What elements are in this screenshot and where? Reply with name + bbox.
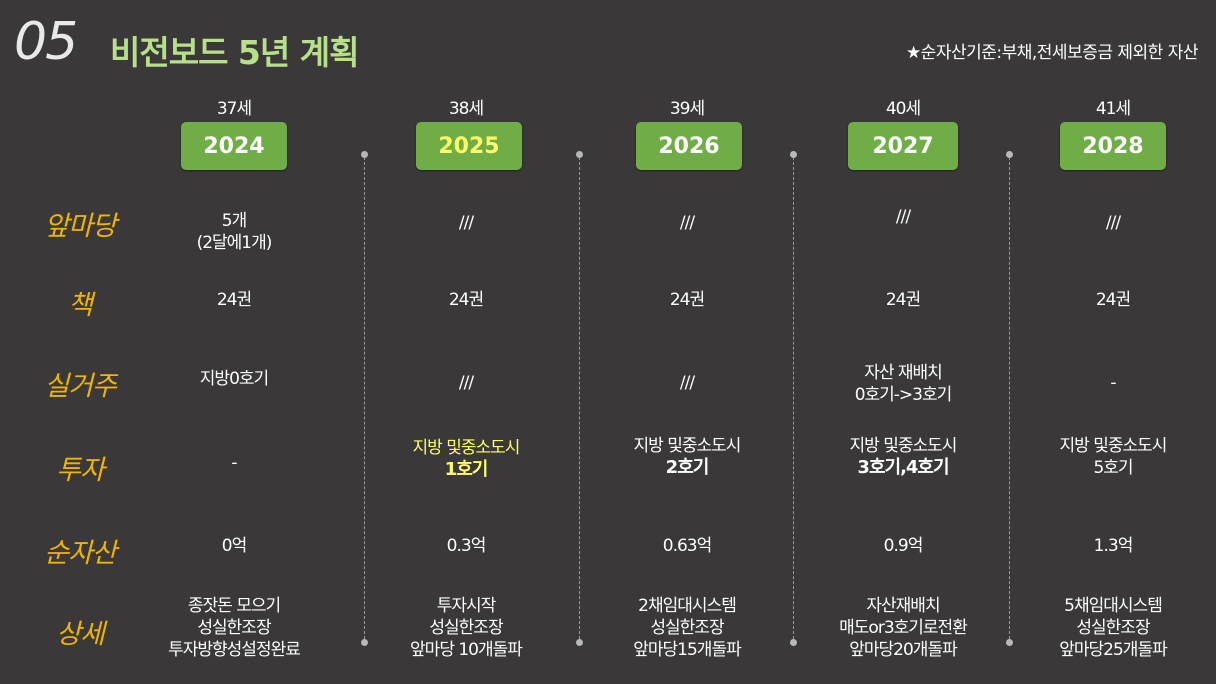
cell-line: 2호기 <box>665 457 710 478</box>
cell-investment-2028: 지방 및중소도시 5호기 <box>1008 435 1216 479</box>
cell-line: 5채임대시스템 <box>1064 596 1163 616</box>
cell-line: 5개 <box>221 211 247 231</box>
cell-details-2024: 종잣돈 모으기 성실한조장 투자방향성설정완료 <box>129 595 339 661</box>
cell-line: 1호기 <box>444 459 489 480</box>
cell-line: 지방 및중소도시 <box>412 438 521 458</box>
divider-dot <box>1006 151 1013 158</box>
column-divider <box>364 152 365 644</box>
cell-line: 성실한조장 <box>1076 618 1150 638</box>
cell-line: 지방 및중소도시 <box>849 436 958 456</box>
divider-dot <box>790 151 797 158</box>
cell-line: 앞마당15개돌파 <box>633 640 741 660</box>
cell-books-2027: 24권 <box>885 290 921 310</box>
age-2026: 39세 <box>669 99 705 119</box>
cell-line: /// <box>679 213 695 233</box>
cell-investment-2025: 지방 및중소도시 1호기 <box>361 437 571 481</box>
divider-dot <box>790 639 797 646</box>
cell-line: 종잣돈 모으기 <box>187 596 281 616</box>
column-divider <box>1009 152 1010 644</box>
age-2027: 40세 <box>885 99 921 119</box>
cell-net-assets-2027: 0.9억 <box>883 536 924 556</box>
row-label-net-assets: 순자산 <box>44 538 117 569</box>
cell-line: 성실한조장 <box>429 618 503 638</box>
cell-net-assets-2025: 0.3억 <box>446 536 487 556</box>
cell-line: 매도or3호기로전환 <box>839 618 968 638</box>
cell-line: 자산 재배치 <box>864 363 943 383</box>
cell-residence-2025: /// <box>361 372 571 394</box>
year-badge-2026: 2026 <box>636 122 742 170</box>
cell-line: 지방0호기 <box>199 369 269 389</box>
cell-line: 성실한조장 <box>197 618 271 638</box>
cell-line: 앞마당20개돌파 <box>849 640 957 660</box>
divider-dot <box>361 639 368 646</box>
year-badge-2027: 2027 <box>848 122 958 170</box>
cell-books-2028: 24권 <box>1095 290 1131 310</box>
divider-dot <box>361 151 368 158</box>
cell-investment-2027: 지방 및중소도시 3호기,4호기 <box>798 435 1008 479</box>
cell-details-2026: 2채임대시스템 성실한조장 앞마당15개돌파 <box>582 595 792 661</box>
section-number: 05 <box>14 12 78 72</box>
age-2028: 41세 <box>1095 99 1131 119</box>
row-label-frontyard: 앞마당 <box>44 211 117 242</box>
cell-line: 5호기 <box>1093 458 1133 478</box>
footnote: ★순자산기준:부채,전세보증금 제외한 자산 <box>905 43 1199 63</box>
column-divider <box>793 152 794 644</box>
year-badge-2028: 2028 <box>1060 122 1166 170</box>
column-divider <box>579 152 580 644</box>
cell-line: /// <box>458 373 474 393</box>
cell-net-assets-2024: 0억 <box>221 536 247 556</box>
row-label-books: 책 <box>68 290 93 321</box>
cell-details-2027: 자산재배치 매도or3호기로전환 앞마당20개돌파 <box>798 595 1008 661</box>
cell-line: /// <box>679 373 695 393</box>
cell-books-2025: 24권 <box>448 290 484 310</box>
cell-frontyard-2026: /// <box>582 212 792 234</box>
cell-line: - <box>231 453 237 473</box>
cell-net-assets-2026: 0.63억 <box>662 536 713 556</box>
cell-line: /// <box>895 207 911 227</box>
year-badge-2024: 2024 <box>181 122 287 170</box>
cell-details-2028: 5채임대시스템 성실한조장 앞마당25개돌파 <box>1008 595 1216 661</box>
cell-line: 자산재배치 <box>866 596 940 616</box>
cell-line: /// <box>1105 213 1121 233</box>
cell-frontyard-2027: /// <box>798 206 1008 228</box>
divider-dot <box>1006 639 1013 646</box>
cell-residence-2026: /// <box>582 372 792 394</box>
cell-investment-2024: - <box>129 452 339 474</box>
cell-residence-2028: - <box>1008 372 1216 394</box>
cell-line: 투자시작 <box>436 596 497 616</box>
divider-dot <box>576 639 583 646</box>
cell-line: 3호기,4호기 <box>857 457 949 478</box>
age-2024: 37세 <box>216 99 252 119</box>
cell-line: 성실한조장 <box>650 618 724 638</box>
year-badge-2025: 2025 <box>416 122 522 170</box>
cell-frontyard-2025: /// <box>361 212 571 234</box>
row-label-details: 상세 <box>56 619 105 650</box>
cell-line: 지방 및중소도시 <box>1059 436 1168 456</box>
cell-residence-2027: 자산 재배치 0호기->3호기 <box>798 362 1008 406</box>
cell-books-2026: 24권 <box>669 290 705 310</box>
cell-line: (2달에1개) <box>196 233 273 253</box>
cell-residence-2024: 지방0호기 <box>129 368 339 390</box>
divider-dot <box>576 151 583 158</box>
cell-line: 앞마당25개돌파 <box>1059 640 1167 660</box>
cell-investment-2026: 지방 및중소도시 2호기 <box>582 435 792 479</box>
cell-books-2024: 24권 <box>216 290 252 310</box>
cell-line: - <box>1110 373 1116 393</box>
cell-line: 투자방향성설정완료 <box>168 640 301 660</box>
cell-line: 0호기->3호기 <box>854 385 953 405</box>
cell-frontyard-2028: /// <box>1008 212 1216 234</box>
cell-line: /// <box>458 213 474 233</box>
cell-details-2025: 투자시작 성실한조장 앞마당 10개돌파 <box>361 595 571 661</box>
cell-line: 2채임대시스템 <box>638 596 737 616</box>
page-title: 비전보드 5년 계획 <box>110 33 359 72</box>
cell-frontyard-2024: 5개 (2달에1개) <box>129 210 339 254</box>
row-label-investment: 투자 <box>56 455 105 486</box>
cell-net-assets-2028: 1.3억 <box>1093 536 1134 556</box>
row-label-residence: 실거주 <box>44 371 117 402</box>
cell-line: 앞마당 10개돌파 <box>410 640 523 660</box>
cell-line: 지방 및중소도시 <box>633 436 742 456</box>
age-2025: 38세 <box>448 99 484 119</box>
